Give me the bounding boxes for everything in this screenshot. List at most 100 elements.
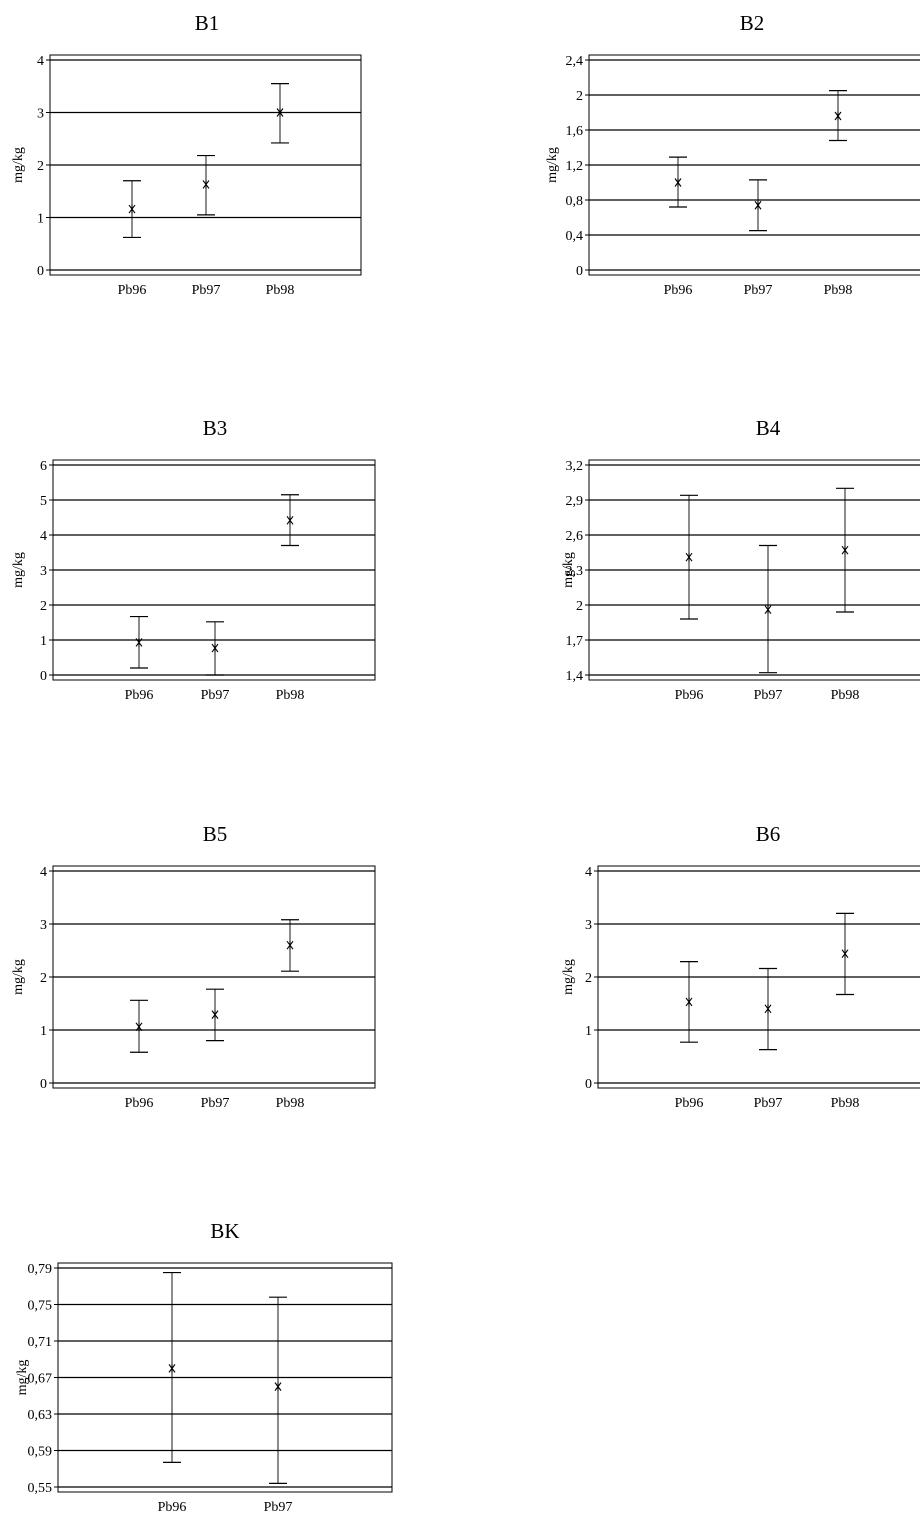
data-point xyxy=(841,545,849,555)
data-point xyxy=(135,1022,143,1032)
data-point xyxy=(841,949,849,959)
y-tick-label: 2 xyxy=(40,599,47,614)
x-tick-label: Pb98 xyxy=(276,1096,305,1111)
chart-title: B6 xyxy=(756,822,781,846)
y-tick-label: 3 xyxy=(37,107,44,122)
chart-panel-b1: B1 0 1 2 3 4 mg/kg Pb96 Pb97 Pb98 xyxy=(11,11,362,298)
data-point xyxy=(276,108,284,117)
y-tick-label: 0,67 xyxy=(28,1372,53,1387)
y-tick-label: 5 xyxy=(40,494,47,509)
y-tick-label: 4 xyxy=(40,865,47,880)
data-point xyxy=(274,1382,282,1392)
y-tick-label: 2 xyxy=(576,89,583,104)
data-point xyxy=(168,1363,176,1373)
y-tick-label: 4 xyxy=(585,865,592,880)
x-tick-label: Pb97 xyxy=(264,1500,293,1515)
x-tick-label: Pb96 xyxy=(664,283,693,298)
x-tick-label: Pb98 xyxy=(266,283,295,298)
y-tick-label: 0,4 xyxy=(566,229,584,244)
y-tick-label: 2 xyxy=(576,599,583,614)
y-tick-label: 0 xyxy=(585,1077,592,1092)
chart-panel-bk: BK 0,55 0,59 0,63 0,67 0,71 0,75 0,79 mg/kg Pb96 P… xyxy=(15,1219,393,1515)
data-point xyxy=(211,1010,219,1020)
y-tick-label: 2,6 xyxy=(566,529,584,544)
data-point xyxy=(286,515,294,525)
x-tick-label: Pb98 xyxy=(276,688,305,703)
x-tick-label: Pb97 xyxy=(192,283,221,298)
y-tick-label: 1 xyxy=(40,1024,47,1039)
x-tick-label: Pb96 xyxy=(125,688,154,703)
y-tick-label: 0,71 xyxy=(28,1335,53,1350)
chart-panel-b2: B2 0 0,4 0,8 1,2 1,6 2 2,4 mg/kg Pb96 Pb97 Pb98 xyxy=(545,11,920,298)
y-axis-label: mg/kg xyxy=(11,959,26,995)
y-tick-label: 1,2 xyxy=(566,159,584,174)
y-axis-label: mg/kg xyxy=(561,552,576,588)
data-point xyxy=(834,111,842,121)
chart-title: B5 xyxy=(203,822,228,846)
x-tick-label: Pb98 xyxy=(831,1096,860,1111)
y-tick-label: 0 xyxy=(37,264,44,279)
y-tick-label: 2 xyxy=(40,971,47,986)
y-tick-label: 0 xyxy=(40,1077,47,1092)
y-tick-label: 1,6 xyxy=(566,124,584,139)
data-point xyxy=(674,178,682,187)
x-tick-label: Pb96 xyxy=(118,283,147,298)
data-point xyxy=(685,997,693,1007)
x-tick-label: Pb97 xyxy=(754,1096,783,1111)
y-tick-label: 3 xyxy=(40,918,47,933)
chart-title: B1 xyxy=(195,11,220,35)
y-axis-label: mg/kg xyxy=(11,552,26,588)
data-point xyxy=(764,605,772,615)
x-tick-label: Pb96 xyxy=(158,1500,187,1515)
y-tick-label: 0,8 xyxy=(566,194,584,209)
y-tick-label: 1 xyxy=(37,212,44,227)
y-tick-label: 0,79 xyxy=(28,1262,53,1277)
chart-panel-b6: B6 0 1 2 3 4 mg/kg Pb96 Pb97 Pb98 xyxy=(561,822,920,1111)
chart-title: B2 xyxy=(740,11,765,35)
y-tick-label: 2 xyxy=(37,159,44,174)
y-tick-label: 0 xyxy=(40,669,47,684)
chart-title: BK xyxy=(210,1219,239,1243)
x-tick-label: Pb98 xyxy=(831,688,860,703)
data-point xyxy=(202,179,210,189)
data-point xyxy=(764,1004,772,1014)
y-tick-label: 0,55 xyxy=(28,1481,53,1496)
y-tick-label: 3 xyxy=(585,918,592,933)
y-tick-label: 2,9 xyxy=(566,494,584,509)
y-tick-label: 1,7 xyxy=(566,634,584,649)
x-tick-label: Pb97 xyxy=(201,1096,230,1111)
y-tick-label: 2 xyxy=(585,971,592,986)
y-tick-label: 4 xyxy=(40,529,47,544)
y-tick-label: 0,63 xyxy=(28,1408,53,1423)
y-tick-label: 0,59 xyxy=(28,1445,53,1460)
y-tick-label: 4 xyxy=(37,54,44,69)
data-point xyxy=(286,940,294,950)
chart-panel-b3: B3 0 1 2 3 4 5 6 mg/kg Pb96 Pb97 Pb98 xyxy=(11,416,376,703)
data-point xyxy=(211,643,219,653)
chart-panel-b4: B4 1,4 1,7 2 2,3 2,6 2,9 3,2 mg/kg Pb96 Pb97 Pb98 xyxy=(561,416,920,703)
x-tick-label: Pb96 xyxy=(675,688,704,703)
data-point xyxy=(754,200,762,210)
y-tick-label: 3 xyxy=(40,564,47,579)
y-tick-label: 0,75 xyxy=(28,1299,53,1314)
x-tick-label: Pb97 xyxy=(754,688,783,703)
y-axis-label: mg/kg xyxy=(561,959,576,995)
y-tick-label: 1 xyxy=(585,1024,592,1039)
x-tick-label: Pb96 xyxy=(675,1096,704,1111)
data-point xyxy=(685,552,693,562)
y-tick-label: 1,4 xyxy=(566,669,584,684)
x-tick-label: Pb96 xyxy=(125,1096,154,1111)
chart-title: B4 xyxy=(756,416,781,440)
y-tick-label: 6 xyxy=(40,459,47,474)
y-axis-label: mg/kg xyxy=(11,147,26,183)
x-tick-label: Pb97 xyxy=(744,283,773,298)
x-tick-label: Pb98 xyxy=(824,283,853,298)
y-tick-label: 2,4 xyxy=(566,54,584,69)
y-tick-label: 3,2 xyxy=(566,459,584,474)
y-tick-label: 0 xyxy=(576,264,583,279)
y-axis-label: mg/kg xyxy=(545,147,560,183)
y-axis-label: mg/kg xyxy=(15,1360,30,1396)
data-point xyxy=(128,204,136,214)
y-tick-label: 1 xyxy=(40,634,47,649)
